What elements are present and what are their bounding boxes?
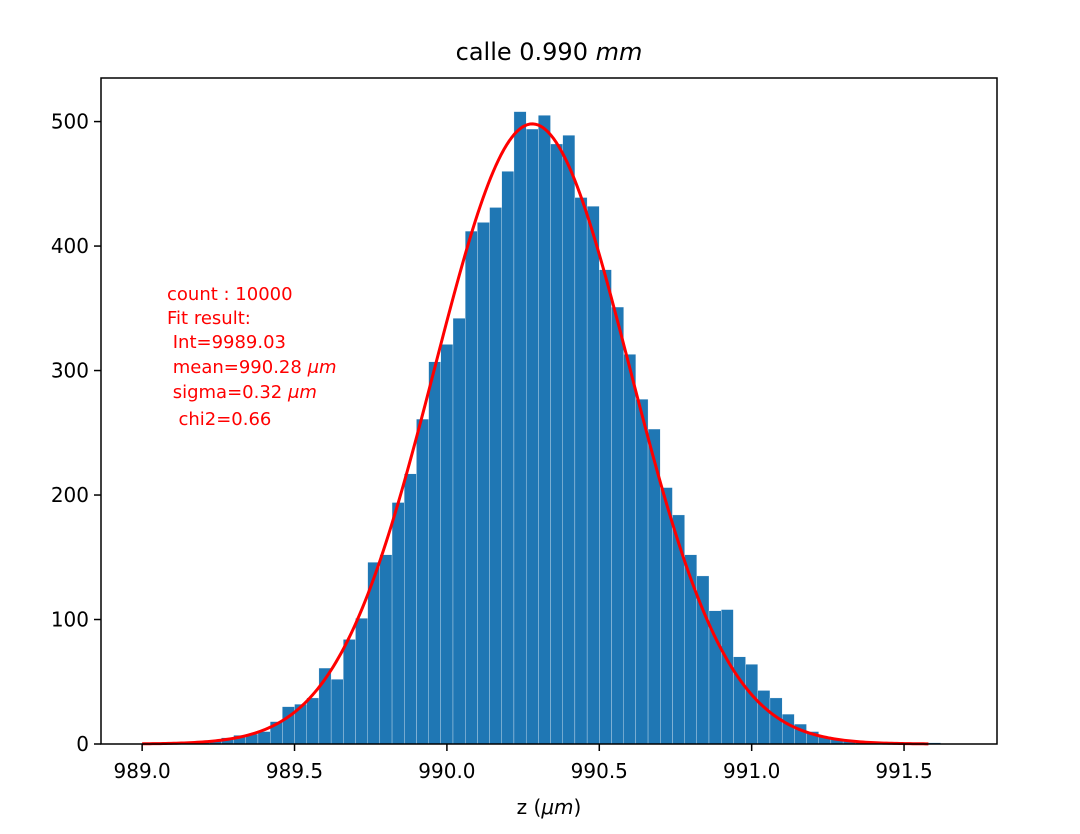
histogram-bar [391, 502, 405, 745]
annotation-mean-unit: μm [307, 357, 337, 378]
histogram-bar [611, 306, 624, 745]
x-axis-label-close: ) [574, 795, 582, 819]
histogram-bar [623, 354, 637, 745]
histogram-bar [781, 713, 795, 745]
histogram-bar [550, 143, 563, 745]
histogram-bar [684, 554, 697, 745]
y-axis-ticks: 0 100 200 300 400 500 [51, 110, 101, 756]
y-tick-label: 400 [51, 234, 89, 258]
fit-result-annotation: count : 10000 Fit result: Int=9989.03 me… [167, 284, 337, 430]
histogram-bar [416, 418, 429, 745]
x-tick-label: 990.0 [418, 759, 475, 783]
y-tick-label: 500 [51, 110, 89, 134]
annotation-count: count : 10000 [167, 284, 293, 305]
plot-frame [100, 77, 998, 745]
chart-title-text: calle 0.990 [456, 38, 588, 66]
histogram-bar [733, 656, 746, 745]
x-tick-label: 990.5 [571, 759, 628, 783]
annotation-mean-value: mean=990.28 [167, 357, 308, 378]
histogram-bar [757, 690, 771, 745]
annotation-mean: mean=990.28 μm [167, 357, 337, 378]
histogram-bar [465, 230, 478, 745]
histogram-bar [428, 361, 441, 745]
y-tick-label: 0 [76, 732, 89, 756]
histogram-bar [672, 514, 685, 745]
y-tick-label: 300 [51, 359, 89, 383]
x-tick-label: 989.0 [114, 759, 171, 783]
histogram-bar [489, 207, 502, 745]
histogram-bar [721, 609, 734, 745]
histogram-bar [635, 399, 649, 745]
y-tick-label: 200 [51, 483, 89, 507]
annotation-fit-header: Fit result: [167, 308, 251, 329]
histogram-bar [379, 554, 393, 745]
histogram-bar [525, 128, 539, 745]
histogram-bar [404, 473, 417, 745]
histogram-bar [586, 206, 600, 745]
annotation-chi2: chi2=0.66 [167, 409, 271, 430]
y-tick-label: 100 [51, 608, 89, 632]
histogram-bar [660, 487, 673, 745]
histogram-bar [330, 679, 344, 745]
chart-title: calle 0.990 mm [456, 38, 643, 66]
histogram-bar [501, 171, 515, 745]
x-axis-ticks: 989.0 989.5 990.0 990.5 991.0 991.5 [114, 744, 933, 783]
histogram-bar [513, 111, 527, 745]
histogram-bar [355, 618, 368, 745]
histogram-bar [477, 222, 490, 745]
annotation-sigma-unit: μm [287, 382, 317, 403]
histogram-bars [172, 111, 941, 745]
x-axis-label-unit: μm [540, 795, 573, 819]
gaussian-fit-curve [142, 122, 929, 746]
histogram-bar [745, 664, 758, 745]
histogram-bar [574, 197, 588, 745]
histogram-bar [452, 318, 466, 745]
histogram-bar [257, 731, 271, 745]
x-tick-label: 991.5 [875, 759, 932, 783]
x-tick-label: 989.5 [266, 759, 323, 783]
x-axis-label: z (μm) [517, 795, 582, 819]
annotation-sigma-value: sigma=0.32 [167, 382, 288, 403]
histogram-bar [306, 697, 320, 745]
histogram-bar [562, 135, 576, 745]
histogram-bar [440, 344, 454, 745]
annotation-int: Int=9989.03 [167, 332, 286, 353]
histogram-bar [343, 639, 356, 745]
chart-title-unit: mm [596, 38, 643, 66]
histogram-bar [599, 269, 612, 745]
histogram-bar [538, 115, 551, 745]
x-tick-label: 991.0 [723, 759, 780, 783]
x-axis-label-text: z ( [517, 795, 542, 819]
annotation-sigma: sigma=0.32 μm [167, 382, 317, 403]
